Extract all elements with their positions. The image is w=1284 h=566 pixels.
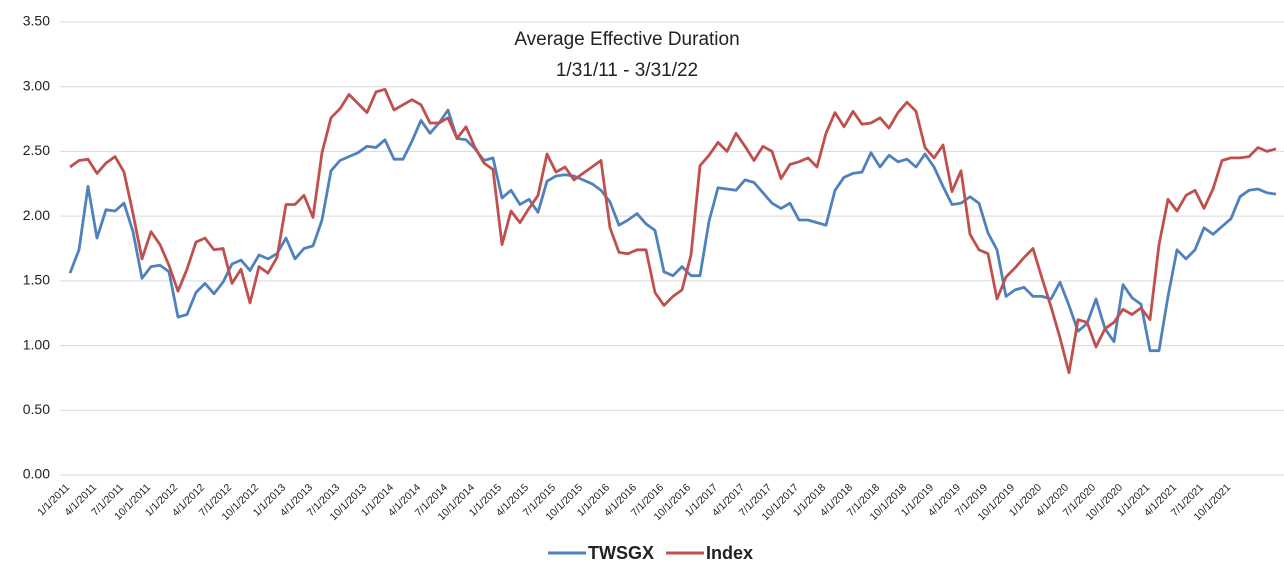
legend-label: Index xyxy=(706,543,753,563)
y-tick-label: 2.00 xyxy=(23,207,50,223)
y-tick-label: 1.50 xyxy=(23,272,50,288)
chart-subtitle: 1/31/11 - 3/31/22 xyxy=(556,60,698,81)
y-tick-label: 2.50 xyxy=(23,142,50,158)
series-line xyxy=(68,108,1277,353)
y-tick-label: 3.50 xyxy=(23,13,50,29)
chart-title: Average Effective Duration xyxy=(514,29,739,50)
legend-label: TWSGX xyxy=(588,543,654,563)
y-tick-label: 0.00 xyxy=(23,466,50,482)
y-tick-label: 3.00 xyxy=(23,77,50,93)
series-line xyxy=(69,87,1277,375)
y-tick-label: 0.50 xyxy=(23,401,50,417)
y-tick-label: 1.00 xyxy=(23,336,50,352)
